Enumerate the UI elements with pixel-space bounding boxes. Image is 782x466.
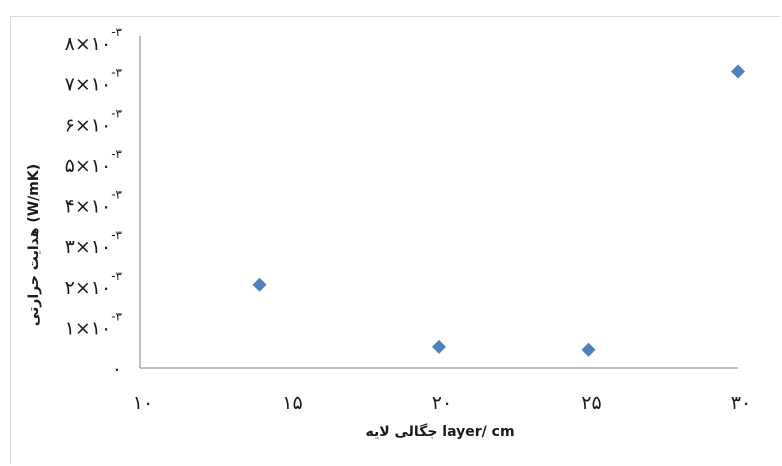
data-point [432, 339, 446, 354]
y-tick-label: ۳×۱۰-۳ [65, 228, 123, 258]
y-tick-label: ۶×۱۰-۳ [65, 106, 123, 136]
data-point [731, 64, 745, 79]
x-tick-label: ۳۰ [731, 392, 751, 414]
chart-frame [10, 16, 780, 464]
data-point [252, 277, 267, 292]
x-tick-label: ۱۵ [282, 392, 302, 414]
y-tick-label: ۷×۱۰-۳ [65, 66, 123, 96]
y-tick-label: ۸×۱۰-۳ [65, 25, 123, 55]
x-tick-label: ۲۰ [432, 392, 452, 414]
y-tick-label: ۰ [112, 358, 122, 380]
y-tick-label: ۱×۱۰-۳ [65, 309, 123, 339]
y-tick-label: ۲×۱۰-۳ [65, 269, 123, 299]
y-tick-labels: ۰ ۱×۱۰-۳ ۲×۱۰-۳ ۳×۱۰-۳ ۴×۱۰-۳ ۵×۱۰-۳ ۶×۱۰-۳ ۷×۱… [65, 25, 123, 380]
axes [139, 36, 738, 369]
data-points [252, 64, 745, 357]
x-tick-label: ۱۰ [133, 392, 153, 414]
y-tick-label: ۴×۱۰-۳ [65, 188, 123, 218]
x-tick-label: ۲۵ [581, 392, 601, 414]
data-point [581, 342, 596, 357]
x-axis-label: جگالی لایه layer/ cm [365, 423, 514, 440]
x-tick-labels: ۱۰ ۱۵ ۲۰ ۲۵ ۳۰ [133, 392, 751, 414]
y-tick-label: ۵×۱۰-۳ [65, 147, 123, 177]
y-axis-label: هدایت حرارتی (W/mK) [26, 164, 42, 326]
